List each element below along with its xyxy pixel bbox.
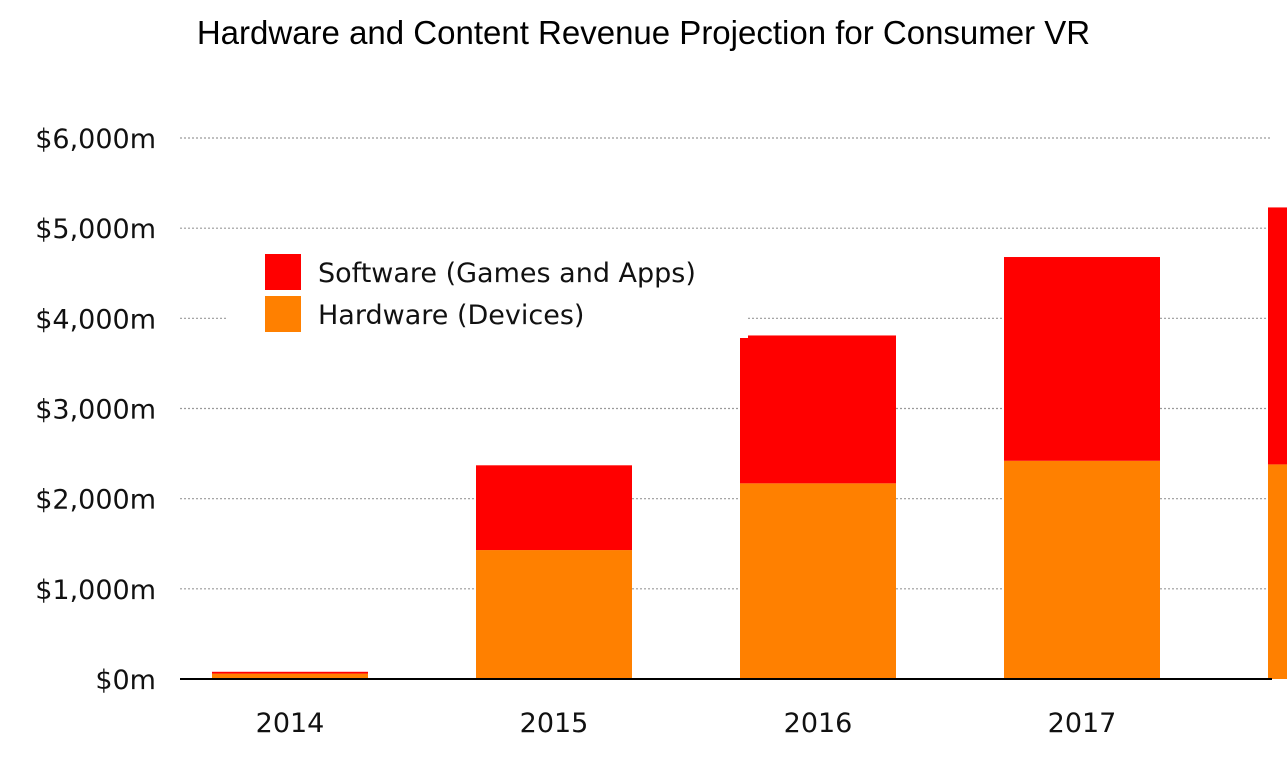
y-tick-label: $1,000m bbox=[35, 575, 156, 606]
legend-swatch bbox=[265, 254, 301, 290]
y-tick-label: $6,000m bbox=[35, 124, 156, 155]
y-tick-label: $2,000m bbox=[35, 485, 156, 516]
bar-software-2017 bbox=[1004, 257, 1160, 461]
y-tick-label: $5,000m bbox=[35, 214, 156, 245]
y-tick-label: $0m bbox=[95, 665, 156, 696]
bar-hardware-2017 bbox=[1004, 460, 1160, 679]
x-tick-label: 2014 bbox=[256, 708, 325, 739]
chart-title: Hardware and Content Revenue Projection … bbox=[196, 14, 1091, 51]
legend-swatch bbox=[265, 296, 301, 332]
bar-hardware-2015 bbox=[476, 550, 632, 679]
legend-background bbox=[228, 246, 748, 338]
bar-software-2014 bbox=[212, 671, 368, 674]
bar-hardware-2018 bbox=[1268, 464, 1287, 679]
y-tick-label: $3,000m bbox=[35, 395, 156, 426]
bar-software-2015 bbox=[476, 465, 632, 551]
bar-hardware-2016 bbox=[740, 483, 896, 679]
legend-label: Software (Games and Apps) bbox=[318, 258, 696, 289]
bar-software-2016 bbox=[740, 335, 896, 484]
x-tick-label: 2016 bbox=[784, 708, 853, 739]
y-tick-label: $4,000m bbox=[35, 304, 156, 335]
bar-hardware-2014 bbox=[212, 673, 368, 679]
x-tick-label: 2015 bbox=[520, 708, 589, 739]
legend-label: Hardware (Devices) bbox=[318, 300, 584, 331]
x-tick-label: 2017 bbox=[1048, 708, 1117, 739]
bar-software-2018 bbox=[1268, 207, 1287, 465]
